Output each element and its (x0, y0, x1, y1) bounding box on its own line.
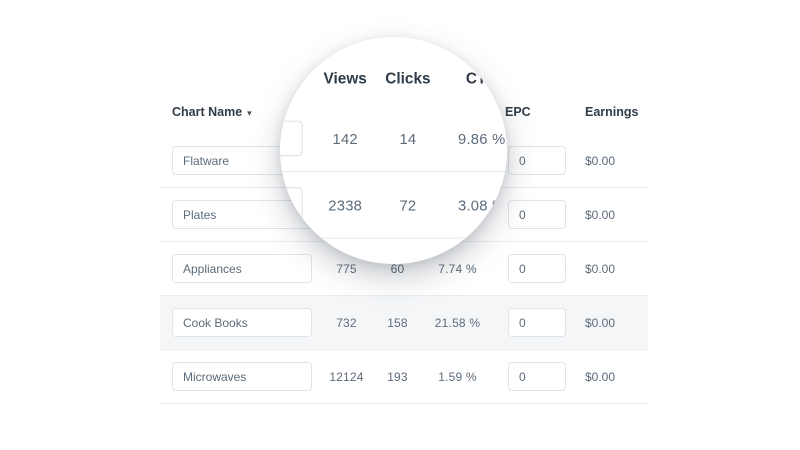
epc-cell (495, 200, 575, 229)
chart-name-cell (280, 253, 310, 264)
table-row-highlighted: 732 158 21.58 % $0.00 (160, 296, 648, 350)
epc-input[interactable] (508, 308, 566, 337)
table-row: 2338 72 3.08 % $0.00 (280, 172, 507, 239)
epc-input[interactable] (508, 146, 566, 175)
table-grid: Chart Name ▾ Views Clicks CTR EPC Earnin… (280, 52, 507, 264)
magnifier-lens: Chart Name ▾ Views Clicks CTR EPC Earnin… (280, 37, 507, 264)
epc-cell (495, 362, 575, 391)
earnings-cell: $0.00 (585, 369, 616, 384)
sort-caret-icon: ▾ (247, 107, 252, 118)
epc-input[interactable] (508, 200, 566, 229)
lens-magnified-content: Chart Name ▾ Views Clicks CTR EPC Earnin… (280, 37, 507, 264)
earnings-cell: $0.00 (585, 207, 616, 222)
epc-cell (495, 308, 575, 337)
chart-name-cell (160, 362, 318, 391)
chart-name-header-label: Chart Name (172, 105, 243, 119)
chart-name-input[interactable] (172, 308, 312, 337)
clicks-cell: 14 (399, 129, 417, 148)
epc-input[interactable] (508, 254, 566, 283)
clicks-cell: 72 (399, 196, 417, 214)
views-cell: 775 (336, 261, 357, 276)
ctr-header: CTR (465, 70, 498, 88)
chart-name-header[interactable]: Chart Name ▾ (160, 105, 318, 119)
table-row: 142 14 9.86 % $0.00 (280, 106, 507, 173)
ctr-cell: 3.08 % (458, 196, 506, 214)
views-cell: 142 (332, 129, 358, 148)
epc-cell (495, 146, 575, 175)
earnings-cell: $0.00 (585, 261, 616, 276)
epc-input[interactable] (508, 362, 566, 391)
earnings-header: Earnings (585, 105, 639, 119)
ctr-cell: 1.59 % (438, 369, 477, 384)
views-cell: 775 (310, 263, 380, 264)
epc-cell (495, 254, 575, 283)
table-header-row: Chart Name ▾ Views Clicks CTR EPC Earnin… (280, 52, 507, 106)
chart-name-input (280, 253, 303, 264)
chart-name-input (280, 120, 303, 157)
views-header: Views (323, 70, 367, 88)
clicks-header: Clicks (385, 70, 431, 88)
chart-name-header: Chart Name ▾ (280, 70, 310, 87)
clicks-cell: 60 (380, 263, 435, 264)
lens-table-clone: Chart Name ▾ Views Clicks CTR EPC Earnin… (280, 37, 507, 264)
ctr-cell: 21.58 % (434, 315, 481, 330)
ctr-cell: 7.74 % (436, 263, 507, 264)
ctr-cell: 9.86 % (458, 129, 506, 148)
chart-name-cell (280, 120, 310, 157)
table-row: 12124 193 1.59 % $0.00 (160, 350, 648, 404)
epc-header: EPC (505, 105, 531, 119)
chart-name-cell (160, 308, 318, 337)
chart-name-input (280, 187, 303, 223)
clicks-cell: 193 (387, 369, 408, 384)
table-row: 775 60 7.74 % $0.00 (280, 239, 507, 264)
earnings-cell: $0.00 (585, 153, 616, 168)
ctr-cell: 7.74 % (438, 261, 477, 276)
chart-name-input[interactable] (172, 362, 312, 391)
views-cell: 2338 (328, 196, 363, 214)
views-cell: 732 (336, 315, 357, 330)
earnings-cell: $0.00 (585, 315, 616, 330)
clicks-cell: 158 (387, 315, 408, 330)
clicks-cell: 60 (390, 261, 405, 276)
views-cell: 12124 (329, 369, 364, 384)
chart-name-cell (280, 187, 310, 223)
